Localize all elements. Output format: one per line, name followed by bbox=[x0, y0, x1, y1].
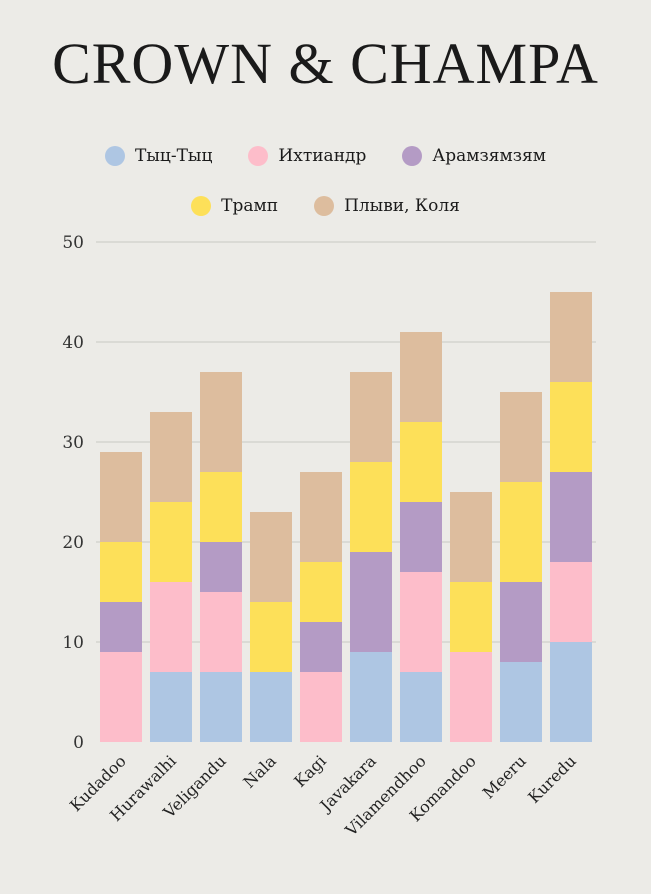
bar-segment-kudadoo-s3 bbox=[100, 542, 142, 602]
bar-cap-nala bbox=[250, 512, 292, 518]
bar-segment-vilamendhoo-s4 bbox=[400, 332, 442, 422]
legend-swatch-tramp bbox=[191, 196, 212, 216]
y-tick-label-0: 0 bbox=[73, 733, 84, 753]
bar-segment-hurawalhi-s0 bbox=[150, 672, 192, 742]
bar-segment-vilamendhoo-s2 bbox=[400, 502, 442, 572]
legend-label-tyts-tyts: Тыц-Тыц bbox=[135, 146, 213, 166]
x-tick-label-meeru: Meeru bbox=[479, 751, 530, 802]
bar-cap-hurawalhi bbox=[150, 412, 192, 418]
bar-segment-nala-s3 bbox=[250, 602, 292, 672]
bar-cap-javakara bbox=[350, 372, 392, 378]
bar-cap-meeru bbox=[500, 392, 542, 398]
legend-label-plyvi-kolya: Плыви, Коля bbox=[344, 196, 460, 216]
bar-cap-kagi bbox=[300, 472, 342, 478]
bar-segment-meeru-s0 bbox=[500, 662, 542, 742]
bar-segment-meeru-s4 bbox=[500, 392, 542, 482]
bar-segment-komandoo-s1 bbox=[450, 652, 492, 742]
legend-row-1: Тыц-Тыц Ихтиандр Арамзямзям bbox=[0, 146, 651, 166]
bar-segment-veligandu-s0 bbox=[200, 672, 242, 742]
bar-segment-veligandu-s2 bbox=[200, 542, 242, 592]
bar-segment-hurawalhi-s4 bbox=[150, 412, 192, 502]
bar-segment-kagi-s2 bbox=[300, 622, 342, 672]
y-tick-label-10: 10 bbox=[62, 633, 84, 653]
bar-segment-javakara-s4 bbox=[350, 372, 392, 462]
bar-segment-meeru-s2 bbox=[500, 582, 542, 662]
x-tick-label-kagi: Kagi bbox=[290, 751, 329, 790]
bar-segment-kagi-s1 bbox=[300, 672, 342, 742]
chart-title: CROWN & CHAMPA bbox=[52, 31, 599, 96]
bar-segment-javakara-s0 bbox=[350, 652, 392, 742]
bar-segment-veligandu-s4 bbox=[200, 372, 242, 472]
bar-segment-kagi-s4 bbox=[300, 472, 342, 562]
bar-segment-kuredu-s3 bbox=[550, 382, 592, 472]
bar-segment-kuredu-s1 bbox=[550, 562, 592, 642]
legend-item-tyts-tyts[interactable]: Тыц-Тыц bbox=[105, 146, 212, 166]
bar-segment-hurawalhi-s3 bbox=[150, 502, 192, 582]
bar-segment-vilamendhoo-s3 bbox=[400, 422, 442, 502]
legend-item-aramzyamzyam[interactable]: Арамзямзям bbox=[402, 146, 546, 166]
bar-segment-veligandu-s3 bbox=[200, 472, 242, 542]
bar-segment-kuredu-s4 bbox=[550, 292, 592, 382]
bar-segment-komandoo-s3 bbox=[450, 582, 492, 652]
bar-cap-kuredu bbox=[550, 292, 592, 298]
bar-cap-veligandu bbox=[200, 372, 242, 378]
legend-label-tramp: Трамп bbox=[221, 196, 279, 216]
bar-segment-vilamendhoo-s0 bbox=[400, 672, 442, 742]
bar-segment-meeru-s3 bbox=[500, 482, 542, 582]
bar-cap-komandoo bbox=[450, 492, 492, 498]
bar-segment-vilamendhoo-s1 bbox=[400, 572, 442, 672]
legend-item-plyvi-kolya[interactable]: Плыви, Коля bbox=[314, 196, 460, 216]
bar-segment-kudadoo-s1 bbox=[100, 652, 142, 742]
bar-cap-vilamendhoo bbox=[400, 332, 442, 338]
bar-segment-hurawalhi-s1 bbox=[150, 582, 192, 672]
legend-label-ikhtiandr: Ихтиандр bbox=[278, 146, 367, 166]
bar-segment-kudadoo-s2 bbox=[100, 602, 142, 652]
bar-segment-kudadoo-s4 bbox=[100, 452, 142, 542]
legend-label-aramzyamzyam: Арамзямзям bbox=[432, 146, 546, 166]
bar-segment-javakara-s3 bbox=[350, 462, 392, 552]
bar-cap-kudadoo bbox=[100, 452, 142, 458]
y-tick-label-20: 20 bbox=[62, 533, 84, 553]
y-tick-label-50: 50 bbox=[62, 233, 84, 253]
bar-segment-javakara-s2 bbox=[350, 552, 392, 652]
bar-segment-kuredu-s2 bbox=[550, 472, 592, 562]
legend-swatch-aramzyamzyam bbox=[402, 146, 423, 166]
bar-segment-nala-s0 bbox=[250, 672, 292, 742]
bar-segment-nala-s4 bbox=[250, 512, 292, 602]
legend-swatch-tyts-tyts bbox=[105, 146, 126, 166]
legend-row-2: Трамп Плыви, Коля bbox=[0, 196, 651, 216]
legend-item-ikhtiandr[interactable]: Ихтиандр bbox=[248, 146, 366, 166]
y-tick-label-40: 40 bbox=[62, 333, 84, 353]
x-tick-label-kuredu: Kuredu bbox=[524, 751, 580, 807]
x-tick-label-nala: Nala bbox=[239, 751, 280, 792]
bar-segment-kagi-s3 bbox=[300, 562, 342, 622]
y-tick-label-30: 30 bbox=[62, 433, 84, 453]
legend-item-tramp[interactable]: Трамп bbox=[191, 196, 278, 216]
bar-segment-veligandu-s1 bbox=[200, 592, 242, 672]
bar-segment-komandoo-s4 bbox=[450, 492, 492, 582]
legend-swatch-plyvi-kolya bbox=[314, 196, 335, 216]
bar-segment-kuredu-s0 bbox=[550, 642, 592, 742]
legend-swatch-ikhtiandr bbox=[248, 146, 269, 166]
